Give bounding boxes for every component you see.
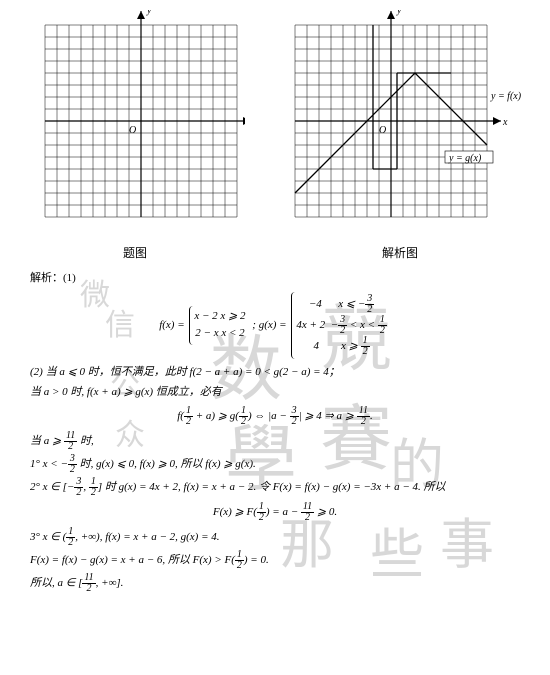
p2c: f(12 + a) ⩾ g(12) ⇔ |a − 32| ⩾ 4 ⇒ a ⩾ 1… [30, 406, 520, 427]
jiexi-label: 解析：(1) [30, 269, 520, 288]
left-grid-svg: xyO [25, 10, 245, 235]
p4: 1° x < −32 时, g(x) ⩽ 0, f(x) ⩾ 0, 所以 f(x… [30, 454, 520, 475]
grids-row: x y O 题图 x y Oy = g(x) y = f(x) 解析图 [0, 0, 550, 261]
p2a: (2) 当 a ⩽ 0 时，恒不满足，此时 f(2 − a + a) = 0 <… [30, 363, 520, 382]
right-grid-box: x y Oy = g(x) y = f(x) 解析图 [275, 10, 525, 261]
p2b: 当 a > 0 时, f(x + a) ⩾ g(x) 恒成立，必有 [30, 383, 520, 402]
right-grid-svg: x y Oy = g(x) y = f(x) [275, 10, 525, 235]
fx-gx-def: f(x) = x − 2 x ⩾ 2 2 − x x < 2 ; g(x) = … [30, 292, 520, 359]
svg-text:O: O [129, 125, 136, 136]
left-grid-box: xyO 题图 [25, 10, 245, 261]
svg-text:y: y [396, 10, 402, 16]
p7: 3° x ∈ (12, +∞), f(x) = x + a − 2, g(x) … [30, 527, 520, 548]
svg-text:y = f(x): y = f(x) [490, 91, 522, 102]
right-caption: 解析图 [275, 244, 525, 261]
svg-text:O: O [379, 125, 386, 136]
p8: F(x) = f(x) − g(x) = x + a − 6, 所以 F(x) … [30, 550, 520, 571]
p5: 2° x ∈ [−32, 12] 时 g(x) = 4x + 2, f(x) =… [30, 477, 520, 498]
p6: F(x) ⩾ F(12) = a − 112 ⩾ 0. [30, 502, 520, 523]
svg-text:x: x [502, 117, 508, 128]
p9: 所以, a ∈ [112, +∞]. [30, 573, 520, 594]
svg-text:y = g(x): y = g(x) [448, 153, 482, 164]
svg-text:y: y [146, 10, 152, 16]
fx-brace: x − 2 x ⩾ 2 2 − x x < 2 [189, 306, 249, 345]
solution-body: 解析：(1) f(x) = x − 2 x ⩾ 2 2 − x x < 2 ; … [0, 261, 550, 594]
gx-brace: −4 x ⩽ −32 4x + 2 −32 < x < 12 4 x ⩾ 12 [291, 292, 390, 359]
p3: 当 a ⩾ 112 时, [30, 431, 520, 452]
left-caption: 题图 [25, 244, 245, 261]
